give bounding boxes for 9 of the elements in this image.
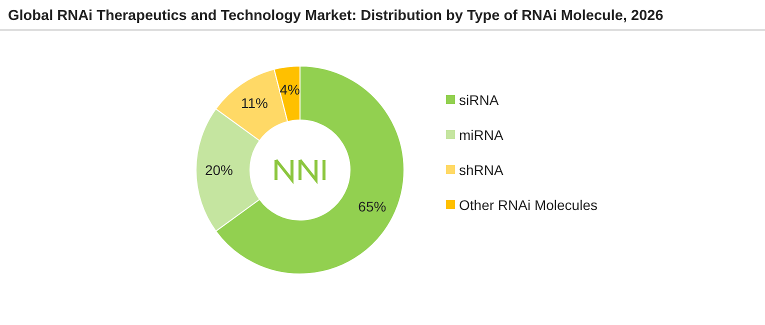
- chart-title: Global RNAi Therapeutics and Technology Market: Distribution by Type of RNAi Molecule, 2026: [8, 8, 664, 24]
- legend-label: miRNA: [459, 126, 504, 143]
- data-label: 65%: [358, 198, 386, 215]
- legend-label: Other RNAi Molecules: [459, 196, 598, 213]
- data-label: 4%: [280, 82, 300, 98]
- data-label: 20%: [204, 162, 234, 178]
- legend-label: siRNA: [459, 92, 500, 108]
- data-label: 11%: [240, 94, 268, 111]
- legend-label: shRNA: [459, 162, 504, 178]
